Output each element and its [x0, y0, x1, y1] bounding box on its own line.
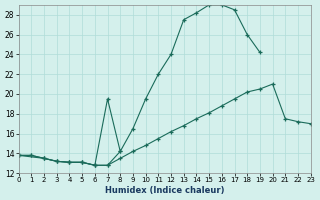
- X-axis label: Humidex (Indice chaleur): Humidex (Indice chaleur): [105, 186, 224, 195]
